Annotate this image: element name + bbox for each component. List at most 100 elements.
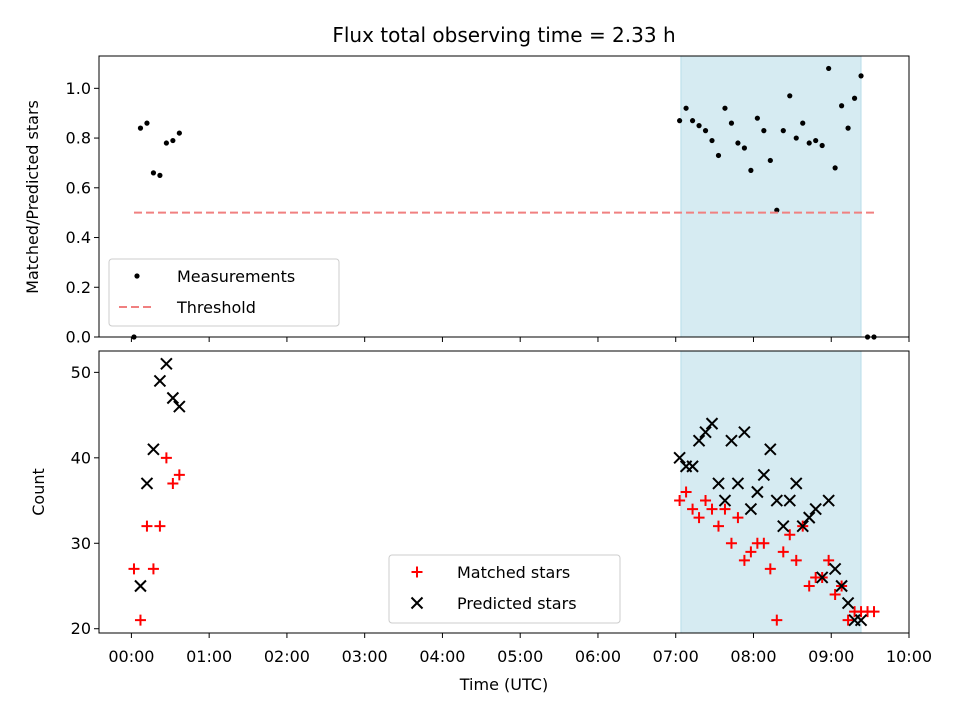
top-y-tick-label: 0.2	[66, 278, 91, 297]
legend-plus-marker	[411, 566, 423, 578]
measurement-point	[858, 73, 864, 79]
measurement-point	[813, 137, 819, 144]
measurement-point	[761, 128, 767, 134]
predicted-star-point	[718, 494, 732, 507]
top-y-axis-label: Matched/Predicted stars	[23, 100, 42, 294]
predicted-star-point	[790, 477, 803, 490]
bottom-y-tick-label: 50	[71, 363, 91, 382]
predicted-star-point	[153, 374, 167, 388]
measurement-point	[157, 172, 163, 178]
x-tick-label: 08:00	[730, 647, 776, 666]
matched-star-point	[687, 503, 699, 515]
legend-label: Matched stars	[457, 563, 570, 582]
predicted-star-point	[140, 477, 154, 490]
predicted-star-point	[783, 494, 796, 507]
top-y-tick-label: 0.4	[66, 228, 91, 247]
matched-star-point	[680, 486, 692, 498]
matched-star-point	[674, 495, 686, 507]
measurement-point	[767, 157, 773, 164]
top-y-tick-label: 0.8	[66, 129, 91, 148]
measurement-point	[806, 140, 812, 146]
predicted-star-point	[725, 434, 738, 447]
predicted-star-point	[705, 417, 719, 430]
measurement-point	[715, 152, 722, 159]
top-observing-span	[680, 55, 862, 338]
matched-star-point	[706, 503, 718, 515]
predicted-star-point	[841, 596, 855, 610]
matched-star-point	[732, 512, 744, 524]
matched-star-point	[868, 606, 880, 618]
matched-star-point	[803, 580, 815, 592]
predicted-star-point	[673, 451, 686, 465]
measurement-point	[677, 118, 683, 124]
bottom-y-tick-label: 30	[71, 534, 91, 553]
top-panel: 0.0 0.2 0.4 0.6 0.8 1.0 Matched/Predicted sta…	[23, 55, 910, 347]
matched-star-point	[719, 503, 731, 515]
measurement-point	[709, 137, 715, 144]
matched-star-point	[173, 469, 185, 481]
predicted-star-point	[796, 519, 809, 533]
matched-star-point	[842, 614, 854, 626]
predicted-star-point	[738, 425, 751, 439]
bottom-series-predicted-stars	[134, 357, 868, 627]
measurement-point	[689, 118, 696, 124]
legend-label: Measurements	[177, 267, 295, 286]
predicted-star-point	[173, 400, 186, 413]
predicted-star-point	[712, 477, 725, 490]
matched-star-point	[823, 554, 835, 566]
x-tick-label: 01:00	[186, 647, 232, 666]
predicted-star-point	[770, 494, 784, 507]
predicted-star-point	[757, 468, 771, 482]
top-series-measurements	[131, 65, 877, 340]
bottom-panel: 20 30 40 50 00:00 01:00 02:00 03:00 04:00 05:00 06…	[29, 350, 932, 694]
matched-star-point	[790, 554, 802, 566]
x-axis-label: Time (UTC)	[459, 675, 548, 694]
predicted-star-point	[809, 502, 822, 516]
top-y-tick-label: 0.6	[66, 178, 91, 197]
matched-star-point	[141, 520, 153, 532]
predicted-star-point	[815, 571, 829, 584]
measurement-point	[787, 93, 793, 99]
measurement-point	[728, 120, 735, 126]
matched-star-point	[167, 477, 179, 489]
x-tick-label: 05:00	[497, 647, 543, 666]
x-tick-label: 10:00	[886, 647, 932, 666]
measurement-point	[683, 105, 689, 111]
predicted-star-point	[692, 434, 706, 447]
bottom-y-tick-label: 20	[71, 619, 91, 638]
measurement-point	[137, 125, 144, 131]
matched-star-point	[758, 537, 770, 549]
predicted-star-point	[699, 425, 712, 439]
top-y-tick-label: 0.0	[66, 328, 91, 347]
predicted-star-point	[854, 613, 868, 627]
matched-star-point	[738, 554, 750, 566]
measurement-point	[832, 165, 838, 171]
predicted-star-point	[822, 494, 835, 507]
legend-label: Predicted stars	[457, 594, 577, 613]
measurement-point	[800, 120, 806, 126]
bottom-axes-frame	[98, 350, 910, 634]
top-y-tick-label: 1.0	[66, 79, 91, 98]
bottom-observing-span	[680, 350, 862, 634]
measurement-point	[819, 142, 825, 149]
predicted-star-point	[744, 502, 758, 516]
measurement-point	[845, 125, 851, 131]
predicted-star-point	[731, 477, 745, 490]
predicted-star-point	[803, 511, 816, 524]
matched-star-point	[693, 512, 705, 524]
matched-star-point	[134, 614, 146, 626]
predicted-star-point	[134, 579, 147, 593]
matched-star-point	[771, 614, 783, 626]
measurement-point	[793, 135, 799, 141]
bottom-legend: Matched stars Predicted stars	[388, 554, 621, 624]
x-tick-label: 02:00	[264, 647, 310, 666]
matched-star-point	[777, 546, 789, 558]
matched-star-point	[764, 563, 776, 575]
matched-star-point	[745, 546, 757, 558]
legend-label: Threshold	[176, 298, 256, 317]
x-tick-label: 07:00	[653, 647, 699, 666]
predicted-star-point	[835, 579, 848, 593]
matched-star-point	[712, 520, 724, 532]
legend-x-marker	[410, 596, 424, 610]
